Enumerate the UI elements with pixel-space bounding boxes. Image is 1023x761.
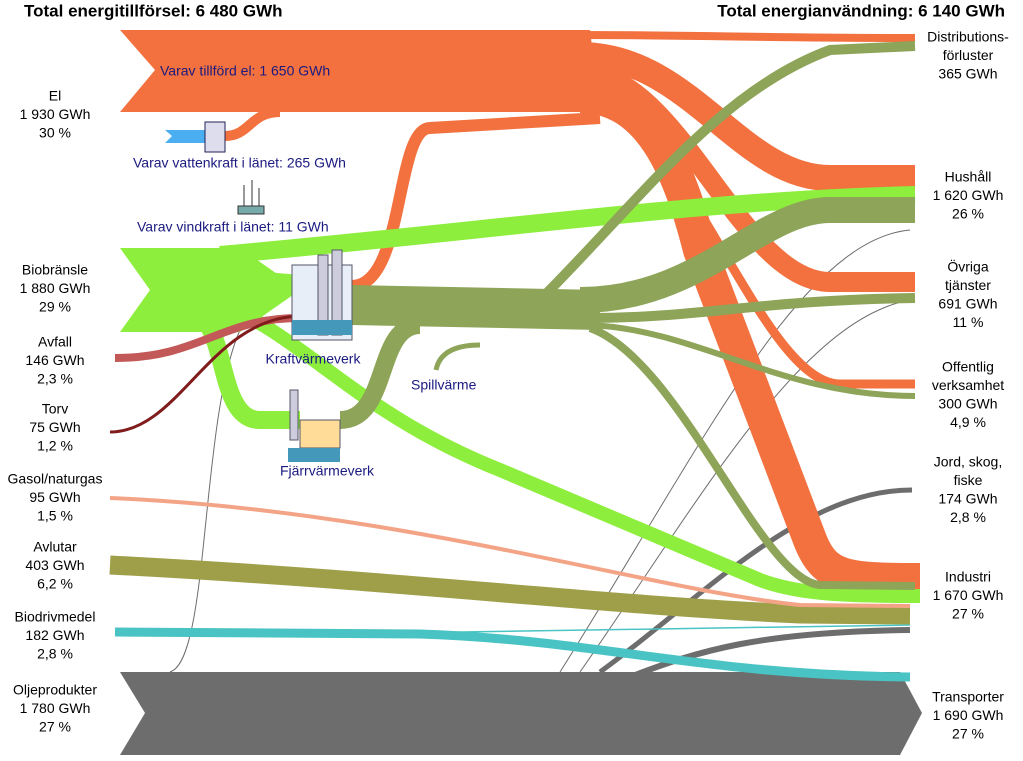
icons: [165, 121, 353, 462]
flow-heat-ovriga: [589, 293, 916, 323]
use-label: tjänster: [945, 277, 991, 293]
use-label: 1 620 GWh: [933, 187, 1004, 203]
source-label: 27 %: [39, 719, 71, 735]
source-label: 95 GWh: [29, 489, 80, 505]
use-label: 11 %: [953, 314, 984, 330]
use-label: 26 %: [952, 206, 984, 222]
source-label: Biobränsle: [22, 262, 88, 278]
flow-el-industri: [579, 79, 921, 597]
use-label: 300 GWh: [938, 396, 997, 412]
flow-heat-dist: [536, 41, 916, 304]
use-label: 27 %: [952, 726, 984, 742]
flow-chp-el: [351, 112, 601, 292]
source-label: Oljeprodukter: [13, 682, 97, 698]
use-label: Industri: [945, 569, 991, 585]
use-label: Jord, skog,: [934, 454, 1002, 470]
use-label: Offentlig: [942, 359, 994, 375]
use-label: förluster: [943, 47, 994, 63]
source-label: Biodrivmedel: [15, 609, 96, 625]
district-heating-plant: [288, 389, 341, 462]
annotation: Varav vattenkraft i länet: 265 GWh: [133, 155, 346, 171]
flow-bio-industri: [207, 293, 921, 603]
source-label: Avfall: [38, 334, 72, 350]
hydro-plant: [204, 121, 226, 153]
source-label: Gasol/naturgas: [8, 471, 103, 487]
flow-biodrivmedel: [114, 627, 911, 682]
wind-turbines: [237, 180, 265, 215]
use-label: Distributions-: [927, 29, 1009, 45]
use-label: 4,9 %: [950, 414, 986, 430]
source-label: 2,3 %: [37, 371, 73, 387]
flow-gas: [109, 496, 911, 608]
flow-waste-heat: [433, 342, 481, 371]
flow-heat-industri: [588, 324, 916, 590]
use-label: 365 GWh: [938, 66, 997, 82]
use-label: fiske: [954, 472, 983, 488]
source-label: 182 GWh: [25, 627, 84, 643]
flows: [109, 30, 922, 755]
flow-oil-industry: [628, 627, 911, 680]
source-label: 75 GWh: [29, 419, 80, 435]
use-label: 2,8 %: [950, 509, 986, 525]
annotation: Spillvärme: [411, 377, 477, 393]
source-label: 1 930 GWh: [20, 106, 91, 122]
use-label: 174 GWh: [938, 491, 997, 507]
flow-oil: [120, 672, 922, 755]
source-label: 1,5 %: [37, 508, 73, 524]
source-label: 6,2 %: [37, 576, 73, 592]
use-label: Hushåll: [945, 169, 992, 185]
source-label: 1 880 GWh: [20, 280, 91, 296]
flow-torv: [109, 314, 301, 434]
source-label: 146 GWh: [25, 352, 84, 368]
flow-bio-chp: [239, 270, 301, 295]
flow-bio-fjv: [186, 301, 300, 429]
use-label: verksamhet: [932, 377, 1004, 393]
source-label: 29 %: [39, 299, 71, 315]
annotation: Fjärrvärmeverk: [280, 463, 375, 479]
source-label: 403 GWh: [25, 557, 84, 573]
use-label: 1 690 GWh: [933, 707, 1004, 723]
hydro-arrow: [165, 130, 205, 143]
flow-el: [120, 30, 600, 112]
use-label: 1 670 GWh: [933, 587, 1004, 603]
chp-plant: [291, 249, 353, 341]
annotation: Varav vindkraft i länet: 11 GWh: [137, 219, 329, 235]
use-total: Total energianvändning: 6 140 GWh: [717, 1, 1005, 20]
flow-hydro: [224, 107, 281, 141]
flow-biodrivmedel-thin: [399, 624, 911, 634]
use-label: Transporter: [932, 689, 1004, 705]
source-label: Avlutar: [33, 539, 77, 555]
use-label: 691 GWh: [938, 296, 997, 312]
flow-avlutar: [109, 555, 911, 625]
flow-heat-hushall: [579, 197, 915, 313]
source-label: 2,8 %: [37, 646, 73, 662]
supply-total: Total energitillförsel: 6 480 GWh: [24, 1, 283, 20]
annotation: Varav tillförd el: 1 650 GWh: [160, 63, 330, 79]
flow-oil-agri: [598, 487, 913, 675]
flow-heat-offentlig: [589, 322, 916, 399]
source-label: 30 %: [39, 125, 71, 141]
flow-fjv-heat: [338, 316, 422, 429]
flow-el-ovriga: [579, 62, 915, 292]
flow-el-dist: [579, 31, 916, 42]
source-label: El: [49, 88, 61, 104]
flow-biofuel: [120, 248, 300, 332]
source-label: Torv: [42, 401, 68, 417]
use-label: Övriga: [947, 258, 988, 275]
flow-heat-main: [351, 285, 601, 330]
use-label: 27 %: [952, 606, 984, 622]
source-label: 1 780 GWh: [20, 700, 91, 716]
source-label: 1,2 %: [37, 438, 73, 454]
annotation: Kraftvärmeverk: [266, 351, 362, 367]
